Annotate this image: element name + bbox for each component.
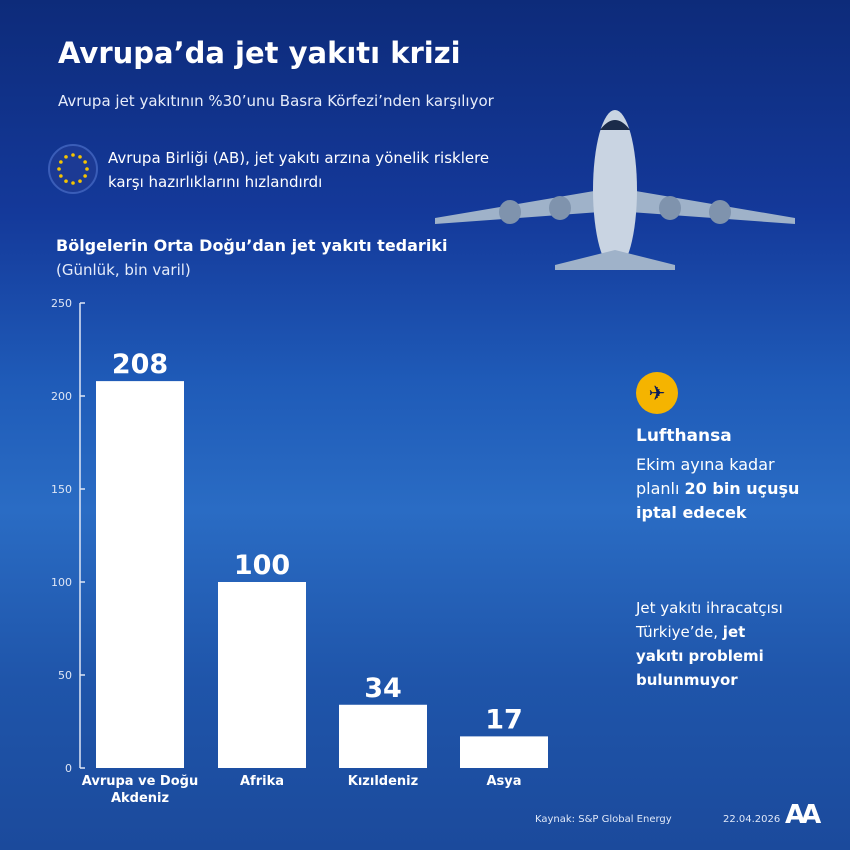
- lufthansa-note-text: Ekim ayına kadar planlı: [636, 455, 775, 498]
- bar: [339, 704, 427, 768]
- turkey-note-text: Jet yakıtı ihracatçısı Türkiye’de,: [636, 599, 783, 641]
- bar: [96, 381, 184, 768]
- x-tick-label: Akdeniz: [111, 791, 169, 806]
- subtitle: Avrupa jet yakıtının %30’unu Basra Körfe…: [58, 92, 494, 110]
- bar: [218, 582, 306, 768]
- y-tick-label: 50: [58, 669, 72, 682]
- bar-chart: 0 50 100 150 200 250 208 Avrupa ve Doğu Akdeniz 1…: [51, 297, 548, 806]
- y-tick-label: 250: [51, 297, 72, 310]
- chart-title: Bölgelerin Orta Doğu’dan jet yakıtı teda…: [56, 236, 448, 255]
- turkey-note-bold: jet yakıtı problemi bulunmuyor: [636, 623, 764, 689]
- airplane-icon: [435, 110, 795, 270]
- y-tick-label: 0: [65, 762, 72, 775]
- data-label: 34: [364, 673, 402, 704]
- x-tick-label: Avrupa ve Doğu: [82, 774, 198, 789]
- source-note: Kaynak: S&P Global Energy: [535, 814, 672, 825]
- lufthansa-name: Lufthansa: [636, 426, 732, 446]
- x-tick-label: Asya: [486, 774, 521, 789]
- lufthansa-note-bold: 20 bin uçuşu iptal edecek: [636, 479, 800, 522]
- date: 22.04.2026: [723, 814, 781, 825]
- x-tick-label: Afrika: [240, 774, 284, 789]
- y-tick-label: 200: [51, 390, 72, 403]
- page-title: Avrupa’da jet yakıtı krizi: [58, 36, 461, 70]
- y-tick-label: 150: [51, 483, 72, 496]
- turkey-note: Jet yakıtı ihracatçısı Türkiye’de, jet y…: [636, 596, 786, 692]
- aa-logo: AA: [785, 800, 821, 830]
- bar: [460, 736, 548, 768]
- data-label: 100: [234, 550, 290, 581]
- eu-note: Avrupa Birliği (AB), jet yakıtı arzına y…: [108, 149, 490, 191]
- lufthansa-logo-icon: ✈: [636, 372, 678, 414]
- x-tick-label: Kızıldeniz: [348, 774, 418, 789]
- data-label: 17: [485, 704, 523, 735]
- eu-flag-icon: [48, 144, 98, 194]
- chart-subtitle: (Günlük, bin varil): [56, 261, 191, 279]
- lufthansa-note: Ekim ayına kadar planlı 20 bin uçuşu ipt…: [636, 453, 806, 525]
- data-label: 208: [112, 349, 168, 380]
- y-tick-label: 100: [51, 576, 72, 589]
